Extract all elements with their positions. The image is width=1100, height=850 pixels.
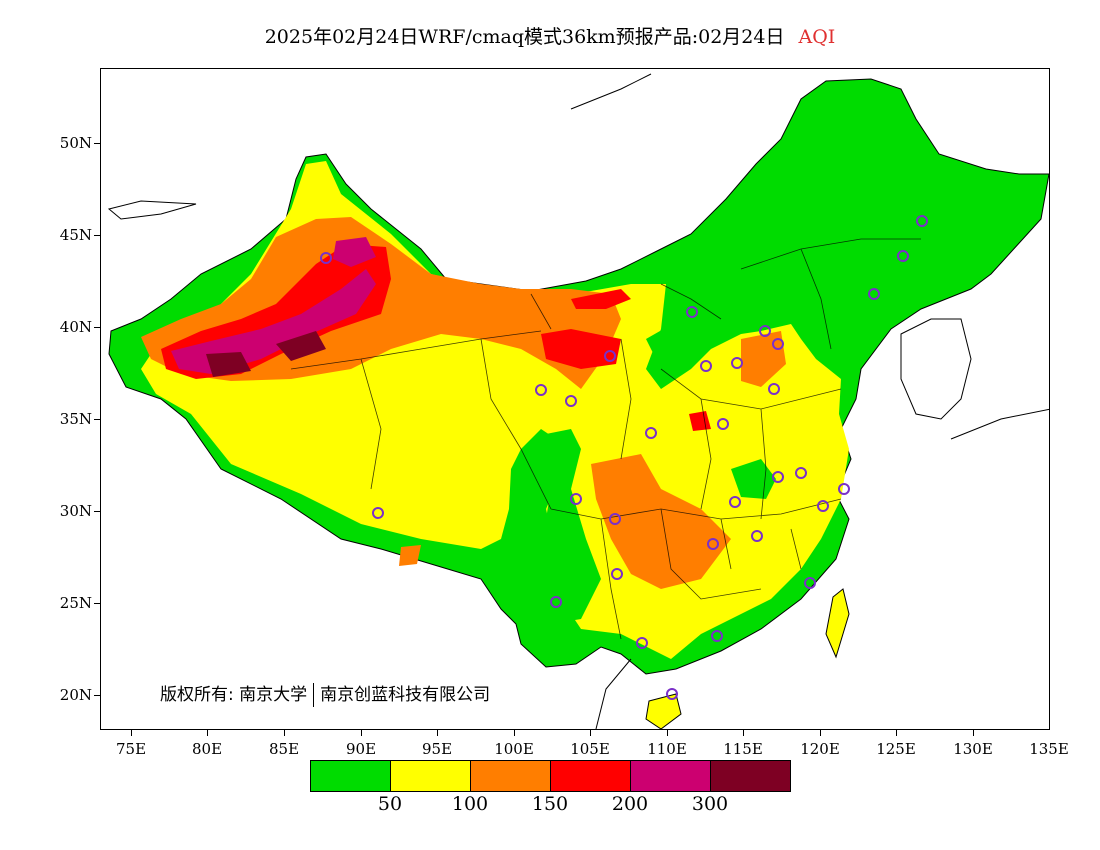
lat-label: 50N: [59, 134, 92, 152]
lon-tick: [667, 730, 668, 736]
lon-label: 135E: [1029, 740, 1069, 758]
copyright-label: 版权所有:: [160, 685, 234, 705]
lat-label: 25N: [59, 594, 92, 612]
russia-coast: [570, 73, 652, 110]
legend-label: 50: [377, 793, 403, 815]
legend-label: 200: [611, 793, 649, 815]
lon-tick: [514, 730, 515, 736]
legend-swatch-unhealthy: [551, 761, 631, 791]
lat-label: 40N: [59, 318, 92, 336]
lat-tick: [94, 603, 100, 604]
taiwan: [825, 588, 850, 659]
region-very-unhealthy: [333, 237, 376, 267]
lon-label: 85E: [268, 740, 300, 758]
copyright-separator: [313, 683, 315, 707]
map-area[interactable]: [100, 68, 1050, 730]
region-unhealthy: [571, 289, 631, 309]
region-good-patch: [731, 459, 776, 499]
lat-tick: [94, 235, 100, 236]
copyright-org-1: 南京大学: [239, 685, 308, 705]
title-text: 2025年02月24日WRF/cmaq模式36km预报产品:02月24日: [264, 26, 785, 48]
lon-label: 105E: [570, 740, 610, 758]
copyright-org-2: 南京创蓝科技有限公司: [320, 685, 491, 705]
lon-tick: [437, 730, 438, 736]
hainan: [645, 693, 682, 729]
lat-tick: [94, 419, 100, 420]
lon-label: 115E: [723, 740, 763, 758]
region-good-patch: [646, 319, 701, 369]
region-unhealthy: [541, 329, 621, 369]
aqi-map: [107, 73, 1049, 729]
lon-tick: [131, 730, 132, 736]
lon-label: 100E: [494, 740, 534, 758]
region-sensitive: [399, 545, 421, 566]
region-hazardous: [206, 352, 251, 377]
indicator-label: AQI: [798, 26, 836, 48]
lon-tick: [973, 730, 974, 736]
region-very-unhealthy: [171, 269, 376, 374]
legend-swatch-sensitive: [471, 761, 551, 791]
copyright-notice: 版权所有: 南京大学 南京创蓝科技有限公司: [160, 680, 490, 707]
legend-swatch-hazardous: [711, 761, 790, 791]
legend-swatch-moderate: [391, 761, 471, 791]
lake-outline: [107, 200, 197, 220]
lat-tick: [94, 327, 100, 328]
region-hazardous: [276, 331, 326, 361]
province-borders: [290, 238, 921, 640]
lat-label: 30N: [59, 502, 92, 520]
lon-tick: [896, 730, 897, 736]
lon-tick: [743, 730, 744, 736]
region-sensitive: [741, 331, 786, 387]
legend-label: 150: [531, 793, 569, 815]
lon-tick: [284, 730, 285, 736]
lon-label: 90E: [345, 740, 377, 758]
legend-label: 300: [691, 793, 729, 815]
lon-label: 110E: [647, 740, 687, 758]
lat-label: 20N: [59, 686, 92, 704]
legend-swatch-very-unhealthy: [631, 761, 711, 791]
legend-label: 100: [451, 793, 489, 815]
lon-label: 120E: [800, 740, 840, 758]
region-good-patch: [521, 429, 601, 624]
lat-label: 45N: [59, 226, 92, 244]
lat-tick: [94, 143, 100, 144]
lon-tick: [207, 730, 208, 736]
station-markers: [320, 215, 928, 700]
lon-label: 125E: [876, 740, 916, 758]
korea-coast: [900, 318, 972, 420]
lat-tick: [94, 511, 100, 512]
lon-label: 130E: [953, 740, 993, 758]
southeast-asia-coast: [595, 658, 632, 729]
aqi-legend: [310, 760, 791, 792]
map-title: 2025年02月24日WRF/cmaq模式36km预报产品:02月24日 AQI: [0, 22, 1100, 49]
lon-label: 95E: [421, 740, 453, 758]
japan-coast: [950, 408, 1049, 440]
lon-label: 75E: [115, 740, 147, 758]
lon-tick: [820, 730, 821, 736]
legend-swatch-good: [311, 761, 391, 791]
lon-label: 80E: [191, 740, 223, 758]
region-sensitive: [591, 454, 731, 589]
lat-tick: [94, 695, 100, 696]
lat-label: 35N: [59, 410, 92, 428]
lon-tick: [361, 730, 362, 736]
lon-tick: [590, 730, 591, 736]
